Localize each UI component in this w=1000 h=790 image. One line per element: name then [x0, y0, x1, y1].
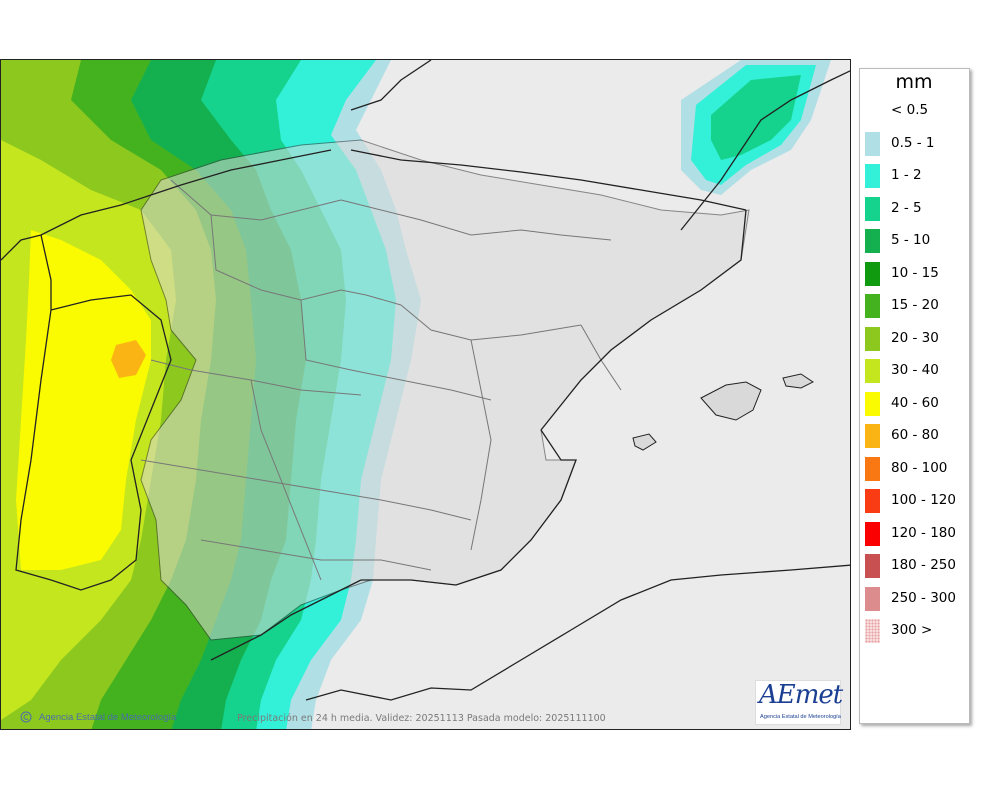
legend-swatch: [865, 294, 880, 318]
legend-item: 0.5 - 1: [863, 131, 967, 160]
legend-item: 15 - 20: [863, 294, 967, 322]
legend-swatch: [865, 196, 880, 221]
legend-label: 10 - 15: [891, 264, 939, 281]
legend-label: 5 - 10: [891, 232, 931, 248]
legend-item: < 0.5: [863, 99, 967, 127]
logo-wordmark: AEmet: [759, 680, 843, 710]
band-40-60: [111, 340, 146, 378]
legend-label: 80 - 100: [891, 459, 948, 476]
legend-swatch: [865, 131, 880, 156]
legend-swatch: [865, 521, 880, 546]
legend-swatch: [865, 164, 880, 188]
legend-title: mm: [895, 71, 933, 93]
legend-item: 30 - 40: [863, 359, 967, 387]
legend-label: 0.5 - 1: [891, 134, 935, 151]
legend-label: 20 - 30: [891, 329, 939, 346]
legend-item: 2 - 5: [863, 196, 967, 225]
legend-item: 20 - 30: [863, 326, 967, 355]
legend-item: 1 - 2: [863, 164, 967, 192]
legend-item: 120 - 180: [863, 521, 967, 550]
logo-subtitle: Agencia Estatal de Meteorología: [760, 714, 841, 720]
legend-item: 60 - 80: [863, 424, 967, 452]
aemet-logo[interactable]: AEmet Agencia Estatal de Meteorología: [755, 680, 843, 725]
legend-label: 180 - 250: [891, 557, 956, 573]
region-borders: [140, 179, 622, 581]
legend-label: 30 - 40: [891, 362, 939, 378]
map-canvas: [1, 60, 850, 729]
legend-label: < 0.5: [891, 102, 929, 118]
legend-swatch: [865, 99, 880, 123]
legend-label: 100 - 120: [891, 492, 956, 508]
band-ne-dark: [711, 75, 801, 160]
legend-label: 250 - 300: [891, 589, 956, 606]
legend-swatch: [865, 229, 880, 253]
legend-swatch: [865, 554, 880, 578]
legend-item: 300 >: [863, 619, 967, 647]
legend-swatch: [865, 619, 880, 643]
legend-item: 5 - 10: [863, 229, 967, 257]
precipitation-legend: mm < 0.5 0.5 - 1 1 - 2 2 - 5 5 - 10 10 - 15 15…: [859, 68, 970, 724]
legend-label: 1 - 2: [891, 167, 922, 183]
legend-label: 40 - 60: [891, 394, 939, 411]
legend-label: 120 - 180: [891, 524, 956, 541]
legend-swatch: [865, 424, 880, 448]
legend-label: 300 >: [891, 622, 933, 638]
legend-item: 80 - 100: [863, 456, 967, 485]
legend-swatch: [865, 359, 880, 383]
legend-item: 40 - 60: [863, 391, 967, 420]
legend-swatch: [865, 391, 880, 416]
legend-item: 250 - 300: [863, 586, 967, 615]
precipitation-map[interactable]: AEmet Agencia Estatal de Meteorología: [0, 59, 851, 730]
legend-label: 15 - 20: [891, 297, 939, 313]
balearic-islands: [632, 373, 814, 451]
country-borders: [1, 60, 850, 701]
legend-swatch: [865, 586, 880, 611]
legend-label: 2 - 5: [891, 199, 922, 216]
legend-swatch: [865, 326, 880, 351]
legend-item: 10 - 15: [863, 261, 967, 290]
legend-swatch: [865, 261, 880, 286]
copyright-icon: [20, 711, 32, 723]
legend-item: 180 - 250: [863, 554, 967, 582]
legend-label: 60 - 80: [891, 427, 939, 443]
legend-swatch: [865, 489, 880, 513]
legend-item: 100 - 120: [863, 489, 967, 517]
legend-swatch: [865, 456, 880, 481]
credit-text: Agencia Estatal de Meteorología: [39, 712, 177, 723]
validity-caption: Precipitación en 24 h media. Validez: 20…: [237, 713, 606, 724]
